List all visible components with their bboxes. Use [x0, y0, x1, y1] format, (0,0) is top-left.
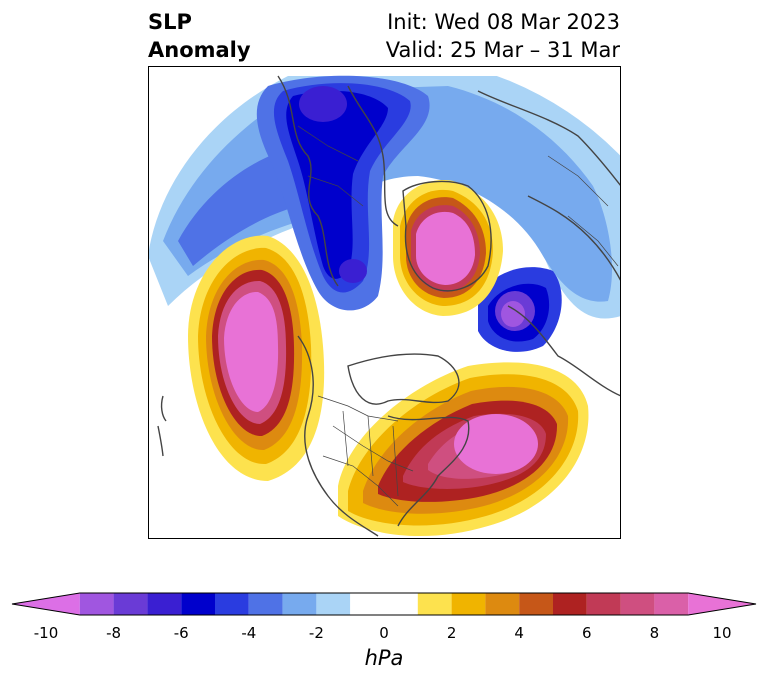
colorbar-bin — [215, 593, 249, 615]
init-date-label: Init: Wed 08 Mar 2023 — [387, 10, 620, 34]
colorbar-units-label: hPa — [364, 646, 404, 670]
plot-title-variable: SLP Anomaly — [148, 8, 251, 64]
arctic-high-core — [416, 211, 475, 285]
colorbar-extend-min — [12, 593, 80, 615]
colorbar-bin — [282, 593, 317, 615]
colorbar-bin — [79, 593, 114, 615]
map-frame — [148, 66, 621, 539]
colorbar-bin — [417, 593, 452, 615]
coastlines — [157, 75, 621, 537]
pacific-high-core — [224, 291, 279, 412]
colorbar-bin — [181, 593, 215, 615]
colorbar-tick-label: 4 — [514, 624, 524, 642]
colorbar — [11, 592, 757, 616]
colorbar-tick-label: 8 — [649, 624, 660, 642]
anomaly-shading — [148, 75, 621, 537]
colorbar-bin — [620, 593, 655, 615]
colorbar-outline — [11, 592, 757, 616]
arctic-low-center — [299, 86, 347, 122]
colorbar-tick-label: -4 — [241, 624, 257, 642]
anomaly-map — [148, 66, 621, 539]
atlantic-high-core — [454, 414, 538, 474]
colorbar-bin — [553, 593, 587, 615]
colorbar-bin — [451, 593, 486, 615]
title-variable-line1: SLP — [148, 10, 192, 34]
colorbar-bin — [519, 593, 553, 615]
colorbar-tick-label: 10 — [712, 624, 732, 642]
colorbar-tick-label: 6 — [582, 624, 592, 642]
political-borders — [297, 125, 619, 507]
colorbar-tick-label: -6 — [173, 624, 189, 642]
plot-title-dates: Init: Wed 08 Mar 2023 Valid: 25 Mar – 31… — [386, 8, 620, 64]
colorbar-bin — [586, 593, 621, 615]
title-variable-line2: Anomaly — [148, 38, 251, 62]
colorbar-tick-label: -10 — [33, 624, 59, 642]
valid-range-label: Valid: 25 Mar – 31 Mar — [385, 38, 620, 62]
colorbar-bin — [147, 593, 182, 615]
colorbar-tick-label: -2 — [308, 624, 324, 642]
colorbar-bin — [485, 593, 520, 615]
atlantic-low-center — [501, 301, 525, 327]
colorbar-bin — [316, 593, 351, 615]
colorbar-tick-label: 2 — [446, 624, 457, 642]
colorbar-extend-max — [688, 593, 756, 615]
colorbar-tick-label: -8 — [106, 624, 122, 642]
colorbar-bin — [350, 593, 418, 615]
arctic-low-core — [286, 90, 388, 279]
colorbar-bin — [113, 593, 148, 615]
colorbar-bin — [248, 593, 283, 615]
colorbar-bin — [654, 593, 689, 615]
colorbar-tick-label: 0 — [379, 624, 389, 642]
colorbar-segments — [12, 593, 756, 615]
arctic-low-secondary — [339, 259, 367, 283]
